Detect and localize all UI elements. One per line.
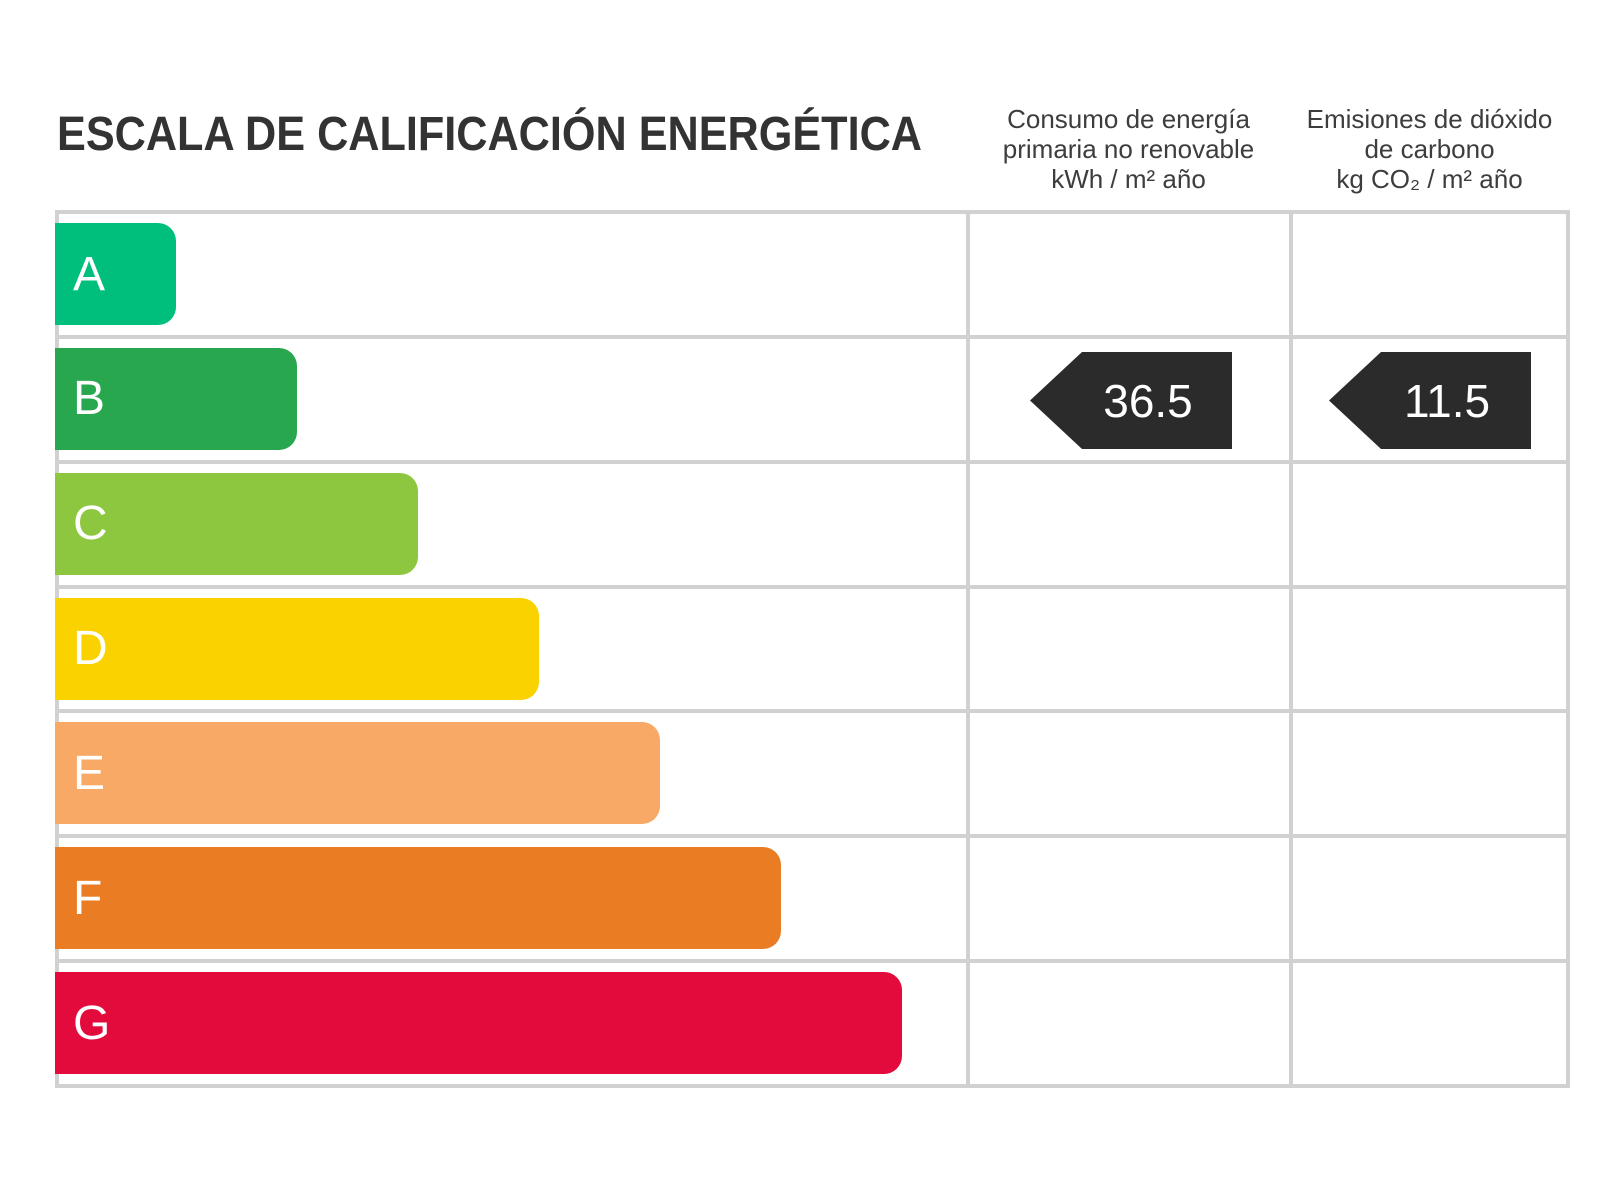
rating-letter-b: B bbox=[73, 372, 106, 426]
rating-row-d: D bbox=[55, 584, 1566, 710]
rating-letter-c: C bbox=[73, 497, 108, 551]
rating-letter-d: D bbox=[73, 622, 108, 676]
column-divider-emissions bbox=[1289, 214, 1293, 1084]
page-title-text: ESCALA DE CALIFICACIÓN ENERGÉTICA bbox=[57, 106, 922, 161]
rating-letter-f: F bbox=[73, 871, 103, 925]
page-title: ESCALA DE CALIFICACIÓN ENERGÉTICA bbox=[57, 106, 922, 161]
rating-letter-g: G bbox=[73, 996, 111, 1050]
column-divider-consumption bbox=[966, 214, 970, 1084]
rating-bar-f: F bbox=[55, 847, 781, 950]
consumption-value-marker: 36.5 bbox=[1030, 352, 1232, 449]
consumption-header-line1: Consumo de energía bbox=[1007, 104, 1250, 134]
emissions-header-units: kg CO₂ / m² año bbox=[1336, 164, 1523, 194]
rating-row-c: C bbox=[55, 459, 1566, 585]
rating-table: A B C D E F bbox=[55, 210, 1570, 1088]
consumption-header-units: kWh / m² año bbox=[1051, 164, 1206, 194]
rating-bar-b: B bbox=[55, 347, 297, 450]
left-arrow-icon bbox=[1329, 352, 1531, 449]
emissions-header-line1: Emisiones de dióxido bbox=[1306, 104, 1553, 134]
rating-letter-e: E bbox=[73, 746, 106, 800]
rating-row-f: F bbox=[55, 834, 1566, 959]
rating-row-e: E bbox=[55, 709, 1566, 834]
rating-row-g: G bbox=[55, 959, 1566, 1084]
consumption-header-line2: primaria no renovable bbox=[1002, 134, 1255, 164]
rating-bar-d: D bbox=[55, 597, 539, 700]
rating-bar-a: A bbox=[55, 223, 176, 325]
emissions-value-marker: 11.5 bbox=[1329, 352, 1531, 449]
emissions-header-line2: de carbono bbox=[1364, 134, 1495, 164]
column-header-consumption: Consumo de energía primaria no renovable… bbox=[968, 104, 1289, 194]
rating-row-a: A bbox=[55, 214, 1566, 335]
rating-bar-e: E bbox=[55, 722, 660, 825]
rating-row-b: B bbox=[55, 334, 1566, 460]
rating-letter-a: A bbox=[73, 247, 106, 301]
consumption-value: 36.5 bbox=[1103, 374, 1193, 427]
left-arrow-icon bbox=[1030, 352, 1232, 449]
column-header-emissions: Emisiones de dióxido de carbono kg CO₂ /… bbox=[1289, 104, 1570, 194]
rating-bar-g: G bbox=[55, 972, 902, 1075]
emissions-value: 11.5 bbox=[1403, 374, 1491, 427]
rating-bar-c: C bbox=[55, 472, 418, 575]
